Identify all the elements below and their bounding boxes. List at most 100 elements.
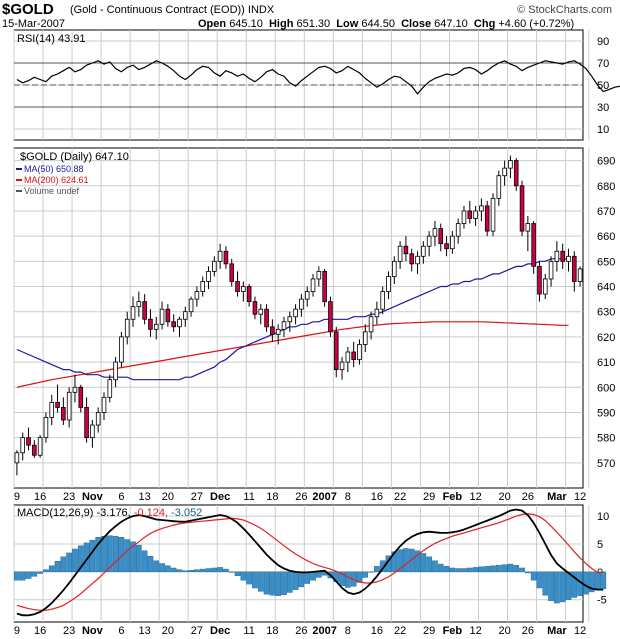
- candle-down: [61, 407, 66, 421]
- x-tick-label-upper: 20: [498, 491, 510, 503]
- x-tick-label-upper: Feb: [443, 491, 463, 503]
- histogram-value: -3.052: [171, 507, 202, 519]
- x-tick-label-lower: 26: [295, 625, 307, 637]
- ma50-legend-label: MA(50) 650.88: [24, 164, 84, 174]
- candle-down: [223, 250, 229, 265]
- rsi-line: [16, 60, 620, 95]
- x-tick-label-upper: 11: [243, 491, 254, 503]
- candle-up: [316, 271, 322, 280]
- macd-histogram-bar: [159, 563, 165, 573]
- macd-histogram-bar: [507, 563, 514, 573]
- candle-up: [293, 308, 298, 318]
- chart-symbol: $GOLD: [2, 1, 54, 18]
- macd-histogram-bar: [472, 567, 479, 573]
- candle-up: [113, 361, 118, 381]
- macd-histogram-bar: [484, 566, 491, 573]
- macd-ytick-label: 5: [597, 539, 603, 551]
- macd-histogram-bar: [437, 563, 444, 573]
- candle-down: [235, 281, 240, 292]
- candle-up: [258, 308, 264, 315]
- candle-up: [374, 308, 380, 318]
- candle-down: [26, 437, 31, 446]
- x-tick-label-upper: 12: [469, 491, 481, 503]
- candle-down: [513, 160, 519, 187]
- macd-histogram-bar: [432, 560, 438, 573]
- x-tick-label-upper: 22: [394, 491, 406, 503]
- macd-signal-line: [16, 513, 604, 611]
- candle-down: [438, 228, 444, 245]
- macd-histogram-bar: [223, 568, 229, 573]
- candle-up: [275, 328, 281, 335]
- x-tick-label-upper: 20: [162, 491, 174, 503]
- macd-histogram-bar: [252, 571, 258, 589]
- candle-down: [519, 185, 525, 232]
- price-title: $GOLD (Daily) 647.10: [20, 151, 129, 163]
- candle-up: [72, 386, 78, 393]
- x-tick-label-lower: 6: [118, 625, 124, 637]
- candle-up: [392, 260, 397, 277]
- macd-histogram-bar: [124, 539, 131, 573]
- macd-histogram-bar: [362, 571, 369, 578]
- rsi-ytick-label: 30: [597, 102, 609, 114]
- candle-down: [171, 321, 176, 328]
- macd-histogram-bar: [211, 567, 218, 573]
- price-ytick-label: 610: [597, 357, 615, 369]
- ma200-line: [16, 321, 569, 388]
- candle-up: [14, 452, 20, 464]
- candle-up: [90, 424, 95, 439]
- ohlc-summary: Open 645.10 High 651.30 Low 644.50 Close…: [198, 18, 574, 30]
- macd-histogram-bar: [420, 553, 427, 573]
- x-tick-label-upper: 2007: [312, 491, 336, 503]
- macd-histogram-bar: [286, 571, 293, 593]
- x-tick-label-upper: 23: [63, 491, 75, 503]
- candle-up: [241, 286, 246, 292]
- volume-legend-label: Volume undef: [24, 186, 80, 196]
- macd-histogram-bar: [339, 571, 345, 586]
- macd-histogram-bar: [530, 571, 537, 581]
- x-tick-label-lower: 22: [394, 625, 406, 637]
- candle-up: [182, 311, 188, 320]
- macd-histogram-bar: [461, 568, 467, 573]
- macd-histogram-bar: [559, 571, 566, 603]
- macd-histogram-bar: [304, 571, 311, 584]
- macd-histogram-bar: [228, 571, 235, 573]
- macd-histogram-bar: [403, 548, 409, 573]
- macd-histogram-bar: [176, 569, 183, 573]
- macd-histogram-bar: [542, 571, 549, 596]
- x-tick-label-upper: Nov: [82, 491, 104, 503]
- macd-histogram-bar: [368, 571, 374, 573]
- macd-line: [16, 508, 604, 617]
- macd-histogram-bar: [548, 571, 554, 602]
- candle-up: [188, 298, 194, 313]
- macd-histogram-bar: [153, 560, 160, 573]
- macd-histogram-bar: [466, 567, 473, 573]
- chg-value: +4.60 (+0.72%): [498, 18, 575, 30]
- macd-histogram-bar: [106, 535, 113, 573]
- x-tick-label-lower: 26: [522, 625, 534, 637]
- macd-value: -3.176,: [96, 507, 133, 519]
- macd-histogram-bar: [240, 571, 247, 581]
- rsi-ytick-label: 90: [597, 36, 609, 48]
- macd-histogram-bar: [48, 565, 55, 573]
- candle-up: [49, 401, 55, 418]
- candle-up: [421, 245, 426, 257]
- candle-down: [403, 245, 409, 255]
- candle-up: [281, 321, 287, 330]
- candle-up: [548, 260, 554, 280]
- price-ytick-label: 590: [597, 407, 615, 419]
- candle-up: [66, 391, 72, 421]
- macd-histogram-bar: [43, 569, 49, 573]
- candle-up: [479, 205, 484, 212]
- x-tick-label-lower: 20: [498, 625, 510, 637]
- macd-histogram-bar: [525, 571, 531, 574]
- candle-up: [177, 318, 182, 328]
- x-tick-label-lower: 11: [243, 625, 254, 637]
- candle-up: [490, 197, 496, 232]
- price-ytick-label: 640: [597, 282, 615, 294]
- candle-up: [450, 235, 455, 250]
- candle-down: [537, 265, 542, 295]
- macd-histogram-bar: [414, 550, 421, 573]
- macd-histogram-bar: [170, 567, 177, 573]
- close-label: Close: [401, 18, 432, 30]
- candle-down: [531, 223, 536, 267]
